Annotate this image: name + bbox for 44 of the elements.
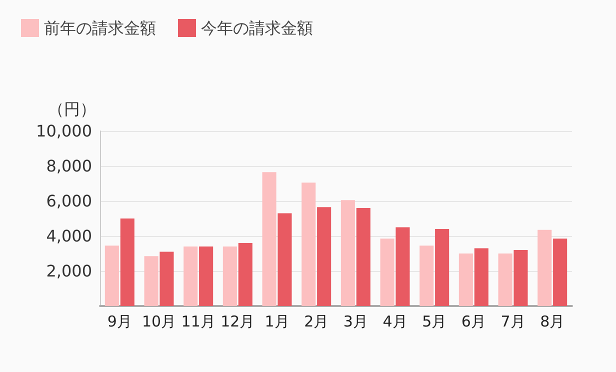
x-tick-label: 5月 xyxy=(422,312,447,330)
legend-label: 今年の請求金額 xyxy=(201,18,313,38)
y-tick-label: 10,000 xyxy=(36,122,92,140)
y-tick-label: 4,000 xyxy=(46,226,92,246)
bar xyxy=(222,246,237,306)
bar xyxy=(160,252,174,306)
bar xyxy=(514,250,528,306)
x-tick-label: 1月 xyxy=(264,312,290,330)
bar xyxy=(184,246,198,306)
bar xyxy=(238,243,252,306)
bar xyxy=(420,246,434,306)
bar xyxy=(317,207,332,306)
bar xyxy=(396,227,410,306)
bar xyxy=(120,218,134,306)
bar xyxy=(474,248,488,306)
y-tick-label: 6,000 xyxy=(46,192,92,210)
x-tick-label: 4月 xyxy=(382,312,408,330)
bar xyxy=(553,238,568,306)
bar xyxy=(356,208,370,306)
x-tick-label: 11月 xyxy=(181,312,216,330)
bar xyxy=(144,256,158,306)
x-tick-label: 9月 xyxy=(107,312,132,330)
x-tick-label: 2月 xyxy=(304,312,329,330)
bar xyxy=(380,238,394,306)
bar xyxy=(262,172,276,306)
bar xyxy=(199,246,214,306)
x-tick-label: 3月 xyxy=(343,312,368,330)
bar xyxy=(538,230,552,306)
bar xyxy=(104,246,119,306)
bar xyxy=(498,254,512,306)
bar xyxy=(278,213,292,306)
legend-label: 前年の請求金額 xyxy=(44,18,156,38)
x-tick-label: 6月 xyxy=(461,312,486,330)
x-tick-label: 7月 xyxy=(500,312,526,330)
bar xyxy=(302,182,316,306)
y-tick-label: 8,000 xyxy=(46,156,92,176)
x-tick-label: 12月 xyxy=(220,312,255,330)
x-tick-label: 8月 xyxy=(540,312,565,330)
bar xyxy=(458,254,473,306)
y-tick-label: 2,000 xyxy=(46,262,92,280)
bar xyxy=(340,200,355,306)
x-tick-label: 10月 xyxy=(142,312,176,330)
bar xyxy=(435,229,450,306)
y-axis-title: （円） xyxy=(48,100,96,118)
